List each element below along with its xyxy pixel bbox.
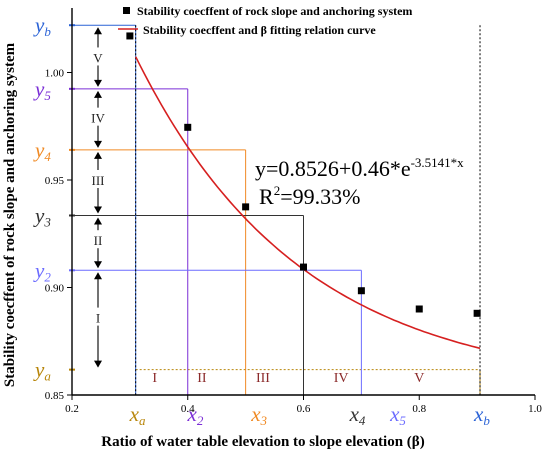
legend-point-label: Stability coecffent of rock slope and an… <box>137 4 412 18</box>
guide-lines <box>69 24 481 395</box>
zone-arrow-up <box>94 27 102 35</box>
axis-ticks: 0.2 0.4 0.6 0.8 1.0 0.85 0.90 0.95 1.00 <box>45 68 543 416</box>
fit-r-squared: R2=99.33% <box>259 183 360 209</box>
x-marker-label: x5 <box>389 402 406 428</box>
data-point <box>184 123 192 131</box>
x-tick-label: 0.4 <box>181 403 195 415</box>
fit-curve <box>134 56 481 350</box>
x-tick-label: 0.6 <box>297 403 311 415</box>
data-point <box>126 32 134 40</box>
y-marker-label: y4 <box>33 138 51 164</box>
y-tick-label: 0.90 <box>45 283 65 295</box>
y-zone-label: IV <box>91 111 105 126</box>
x-zone-label: III <box>256 371 270 386</box>
y-marker-label: y5 <box>33 77 51 103</box>
zone-arrow-up <box>94 90 102 98</box>
y-marker-label: y2 <box>33 258 51 284</box>
data-point <box>300 263 307 271</box>
data-point <box>242 203 250 211</box>
y-zone-label: I <box>96 311 100 326</box>
y-axis-title: Stability coecffent of rock slope and an… <box>2 42 18 387</box>
x-zone-label: IV <box>334 371 349 386</box>
data-point <box>415 305 423 313</box>
x-axis-title: Ratio of water table elevation to slope … <box>101 434 424 450</box>
legend-point-symbol <box>123 7 130 14</box>
zone-arrow-down <box>94 261 102 269</box>
y-zone-label: V <box>93 50 103 65</box>
x-tick-label: 0.8 <box>412 403 426 415</box>
equation-group: y=0.8526+0.46*e-3.5141*xR2=99.33% <box>255 155 464 209</box>
zone-arrow-up <box>94 272 102 280</box>
x-marker-label: x2 <box>187 402 204 428</box>
zone-arrow-up <box>94 151 102 159</box>
x-zone-label: II <box>197 371 207 386</box>
zone-arrow-down <box>94 140 102 148</box>
legend-curve-label: Stability coecffent and β fitting relati… <box>143 23 376 37</box>
x-marker-label: xa <box>129 402 146 428</box>
x-tick-label: 0.2 <box>65 403 79 415</box>
data-point <box>473 309 481 317</box>
fit-curve-group <box>134 56 481 350</box>
zone-arrow-down <box>94 360 102 368</box>
marker-labels: ya xa y5 x2 y4 x3 y3 x4 y2 x5 yb xb <box>33 13 490 428</box>
y-zone-label: III <box>92 173 105 188</box>
x-tick-label: 1.0 <box>528 403 542 415</box>
y-zone-label: II <box>94 233 103 248</box>
y-marker-label: y3 <box>33 203 51 229</box>
data-points <box>126 32 481 317</box>
y-tick-label: 1.00 <box>45 68 65 80</box>
zone-arrow-down <box>94 79 102 87</box>
legend: Stability coecffent of rock slope and an… <box>118 4 412 37</box>
x-marker-label: x4 <box>349 402 366 428</box>
x-zone-label: I <box>152 371 157 386</box>
x-marker-label: x3 <box>250 402 267 428</box>
x-zone-label: V <box>414 371 424 386</box>
y-marker-label: ya <box>33 358 51 384</box>
x-marker-label: xb <box>473 402 490 428</box>
zone-arrow-down <box>94 206 102 214</box>
y-marker-label: yb <box>33 13 51 39</box>
y-tick-label: 0.95 <box>45 175 65 187</box>
data-point <box>357 287 365 295</box>
y-tick-label: 0.85 <box>45 390 65 402</box>
fit-equation: y=0.8526+0.46*e-3.5141*x <box>255 155 464 181</box>
zone-arrow-up <box>94 217 102 225</box>
